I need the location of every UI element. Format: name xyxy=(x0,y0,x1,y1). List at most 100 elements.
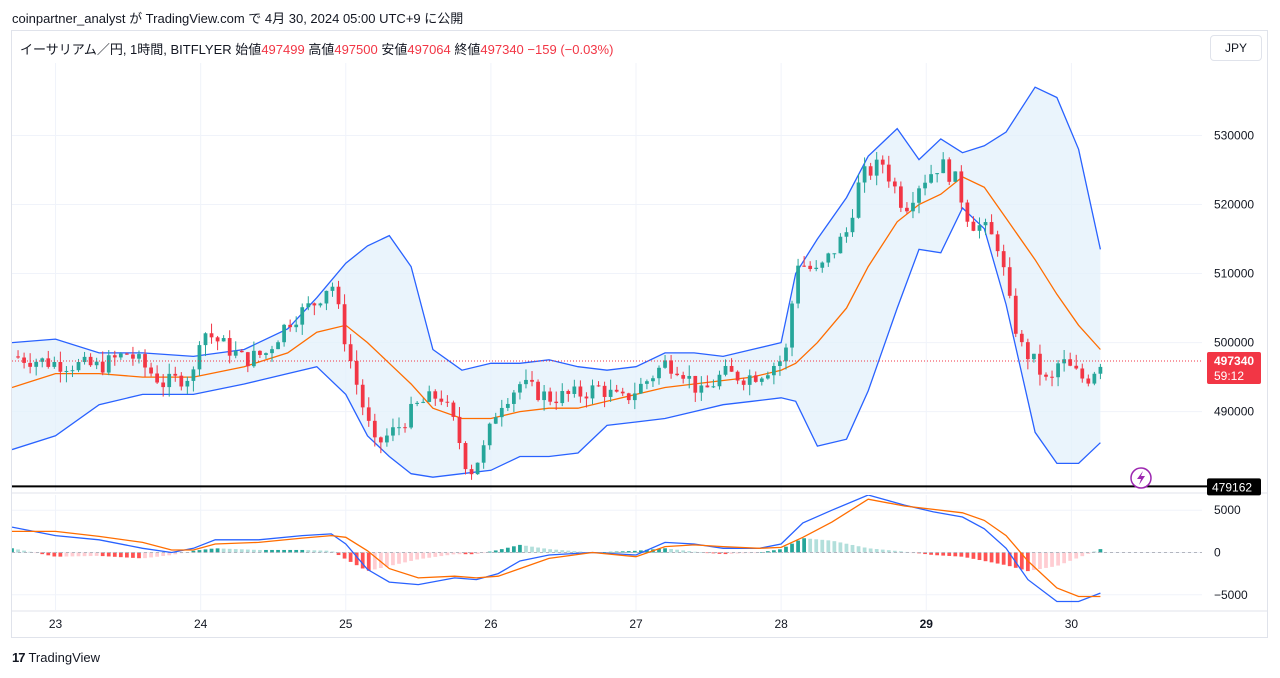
time-tick-label: 30 xyxy=(1065,617,1079,631)
tradingview-logo[interactable]: 17 TradingView xyxy=(12,650,100,665)
macd-histogram-bar xyxy=(1007,552,1012,567)
candle-body xyxy=(905,207,909,212)
macd-histogram-bar xyxy=(693,551,698,553)
macd-histogram-bar xyxy=(64,552,69,557)
macd-histogram-bar xyxy=(808,538,813,553)
macd-histogram-bar xyxy=(451,552,456,555)
macd-pane xyxy=(12,495,1202,603)
macd-histogram-bar xyxy=(239,549,244,553)
legend-high-value: 497500 xyxy=(334,42,378,57)
macd-histogram-bar xyxy=(802,538,806,553)
macd-histogram-bar xyxy=(46,552,51,556)
candle-body xyxy=(125,353,129,355)
macd-histogram-bar xyxy=(705,552,710,554)
candle-body xyxy=(741,380,746,385)
candle-body xyxy=(16,356,20,358)
candle-body xyxy=(778,361,782,367)
time-tick-label: 26 xyxy=(484,617,498,631)
candle-body xyxy=(161,382,166,388)
candle-body xyxy=(983,222,988,226)
candle-body xyxy=(469,469,474,475)
macd-histogram-bar xyxy=(886,550,891,553)
macd-histogram-bar xyxy=(602,552,607,553)
candle-body xyxy=(505,403,510,408)
macd-histogram-bar xyxy=(161,552,166,557)
last-price-badge xyxy=(1207,351,1261,384)
candle-body xyxy=(717,374,722,387)
macd-histogram-bar xyxy=(487,551,492,553)
candle-body xyxy=(336,286,341,305)
macd-histogram-bar xyxy=(348,552,353,562)
macd-histogram-bar xyxy=(403,552,407,563)
candle-body xyxy=(342,304,347,345)
legend-close-label: 終値 xyxy=(454,42,481,57)
macd-histogram-bar xyxy=(1019,552,1024,570)
macd-histogram-bar xyxy=(52,552,57,557)
macd-histogram-bar xyxy=(784,546,788,553)
macd-histogram-bar xyxy=(264,549,268,553)
candle-body xyxy=(977,225,982,231)
macd-histogram-bar xyxy=(215,548,220,553)
macd-histogram-bar xyxy=(439,552,444,557)
lightning-icon[interactable] xyxy=(1130,467,1152,489)
candle-body xyxy=(941,159,946,174)
macd-histogram-bar xyxy=(614,551,619,553)
macd-histogram-bar xyxy=(505,547,510,553)
candle-body xyxy=(892,181,897,187)
macd-histogram-bar xyxy=(16,549,20,553)
candle-body xyxy=(584,396,589,399)
macd-histogram-bar xyxy=(221,548,226,553)
candle-body xyxy=(699,385,704,393)
candle-body xyxy=(324,290,329,304)
candle-body xyxy=(155,373,159,383)
candle-body xyxy=(397,427,401,429)
candle-body xyxy=(772,366,776,376)
candle-body xyxy=(530,379,534,382)
candle-body xyxy=(451,402,456,417)
candle-body xyxy=(239,350,244,353)
macd-histogram-bar xyxy=(741,552,746,554)
candle-body xyxy=(40,358,45,362)
macd-histogram-bar xyxy=(638,550,643,553)
macd-histogram-bar xyxy=(94,552,99,556)
macd-histogram-bar xyxy=(608,551,613,553)
macd-histogram-bar xyxy=(245,549,250,553)
candle-body xyxy=(439,398,444,402)
macd-histogram-bar xyxy=(499,549,504,553)
candle-body xyxy=(82,356,87,363)
time-tick-label: 24 xyxy=(194,617,208,631)
candle-body xyxy=(578,386,583,397)
candle-body xyxy=(572,386,577,394)
macd-histogram-bar xyxy=(560,550,565,553)
candle-body xyxy=(76,362,81,371)
candle-body xyxy=(270,349,274,354)
macd-histogram-bar xyxy=(76,552,81,557)
macd-histogram-bar xyxy=(874,549,879,553)
macd-histogram-bar xyxy=(397,552,401,564)
candle-body xyxy=(209,333,214,338)
candle-body xyxy=(258,350,262,355)
macd-histogram-bar xyxy=(723,552,728,555)
macd-histogram-bar xyxy=(1068,552,1073,561)
currency-button[interactable]: JPY xyxy=(1210,35,1262,61)
macd-histogram-bar xyxy=(542,548,546,553)
candle-body xyxy=(22,357,26,363)
macd-histogram-bar xyxy=(772,550,776,553)
candle-body xyxy=(457,416,462,444)
price-tick-label: 500000 xyxy=(1214,336,1254,350)
macd-histogram-bar xyxy=(270,549,274,553)
macd-histogram-bar xyxy=(880,549,885,553)
chart-frame xyxy=(11,30,1268,638)
macd-histogram-bar xyxy=(391,552,395,566)
candle-body xyxy=(512,392,516,404)
macd-histogram-bar xyxy=(258,549,262,553)
candle-body xyxy=(294,324,299,328)
candle-body xyxy=(1086,378,1091,384)
candle-body xyxy=(288,324,293,328)
macd-histogram-bar xyxy=(554,549,559,553)
macd-histogram-bar xyxy=(645,549,649,553)
candle-body xyxy=(1056,363,1060,378)
candle-body xyxy=(391,427,395,436)
macd-histogram-bar xyxy=(935,552,940,556)
